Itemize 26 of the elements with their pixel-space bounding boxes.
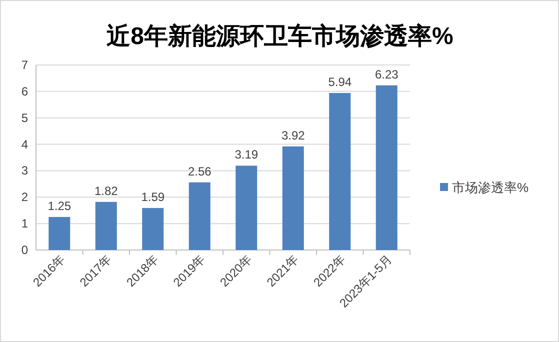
legend-label: 市场渗透率% [452, 180, 529, 195]
y-tick-label: 5 [21, 110, 28, 125]
data-label: 3.19 [234, 148, 258, 162]
bar [142, 208, 164, 250]
data-label: 6.23 [374, 67, 399, 82]
y-tick-label: 0 [21, 243, 28, 257]
y-tick-label: 7 [21, 58, 28, 72]
bar [376, 85, 398, 250]
bar [282, 146, 304, 250]
chart-title: 近8年新能源环卫车市场渗透率% [106, 23, 454, 50]
bar [236, 166, 258, 250]
bar [95, 202, 117, 250]
y-tick-label: 1 [21, 216, 28, 231]
y-tick-label: 6 [21, 84, 28, 98]
bar [48, 216, 70, 250]
y-tick-label: 3 [21, 164, 28, 178]
bar [329, 93, 351, 250]
data-label: 1.82 [94, 184, 118, 198]
data-label: 1.25 [48, 198, 72, 213]
y-tick-label: 4 [21, 137, 28, 152]
data-label: 1.59 [141, 190, 165, 204]
data-label: 5.94 [328, 75, 352, 90]
data-label: 2.56 [188, 164, 212, 178]
bar [188, 182, 210, 250]
data-label: 3.92 [281, 128, 306, 142]
y-tick-label: 2 [21, 190, 28, 204]
